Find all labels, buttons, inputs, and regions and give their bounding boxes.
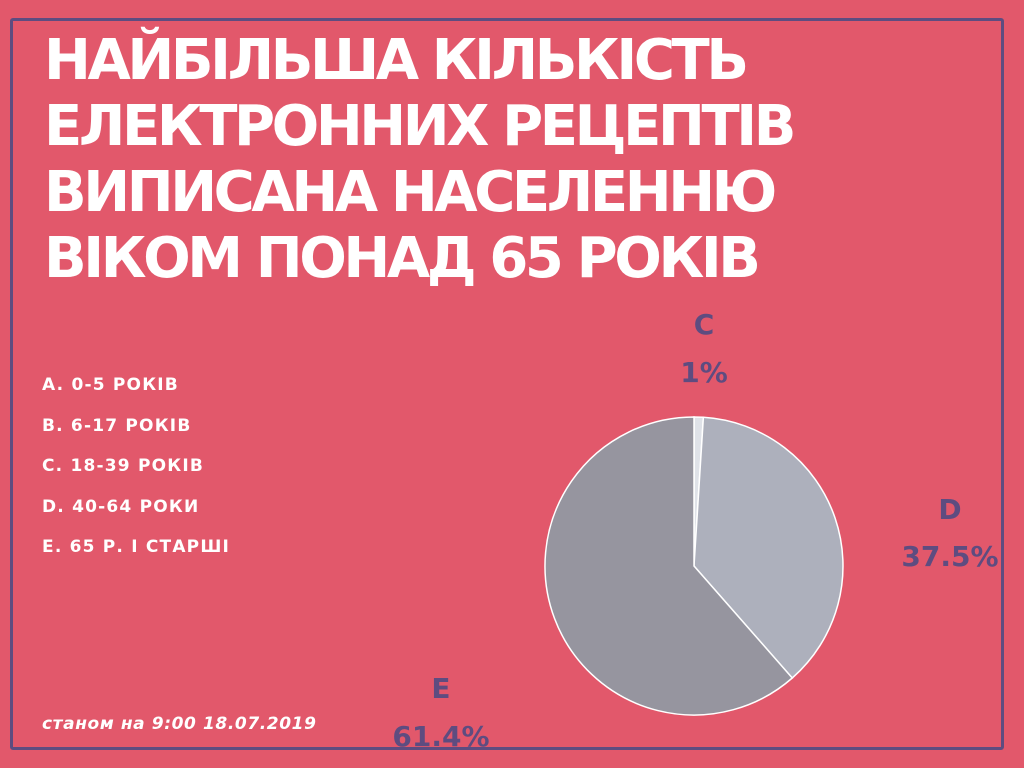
- title-line-3: ВИПИСАНА НАСЕЛЕННЮ: [44, 160, 777, 225]
- legend-item-d: D. 40-64 РОКИ: [42, 496, 200, 517]
- slice-label-d: D: [938, 493, 961, 526]
- border-frame: [10, 18, 1004, 750]
- age-legend: A. 0-5 РОКІВ B. 6-17 РОКІВ C. 18-39 РОКІ…: [42, 374, 230, 577]
- pie-slice-e: [544, 416, 794, 716]
- date-note: станом на 9:00 18.07.2019: [42, 714, 317, 734]
- slice-percent-c: 1%: [680, 356, 728, 389]
- legend-item-a: A. 0-5 РОКІВ: [42, 375, 179, 395]
- legend-item-e: E. 65 Р. І СТАРШІ: [42, 537, 231, 557]
- title-line-2: ЕЛЕКТРОННИХ РЕЦЕПТІВ: [44, 94, 796, 159]
- legend-item-c: C. 18-39 РОКІВ: [42, 456, 205, 476]
- slice-percent-e: 61.4%: [392, 720, 489, 753]
- slice-percent-d: 37.5%: [901, 540, 998, 573]
- pie-labels: C 1% D 37.5% E 61.4%: [392, 308, 998, 753]
- legend-item-b: B. 6-17 РОКІВ: [42, 415, 192, 436]
- pie-slice-d: [693, 416, 844, 680]
- pie-slices: [544, 416, 844, 716]
- slice-label-c: C: [694, 308, 715, 341]
- slice-label-e: E: [431, 672, 450, 705]
- title-line-1: НАЙБІЛЬША КІЛЬКІСТЬ: [44, 28, 749, 93]
- page-title: НАЙБІЛЬША КІЛЬКІСТЬ ЕЛЕКТРОННИХ РЕЦЕПТІВ…: [44, 28, 844, 292]
- title-line-4: ВІКОМ ПОНАД 65 РОКІВ: [44, 226, 761, 291]
